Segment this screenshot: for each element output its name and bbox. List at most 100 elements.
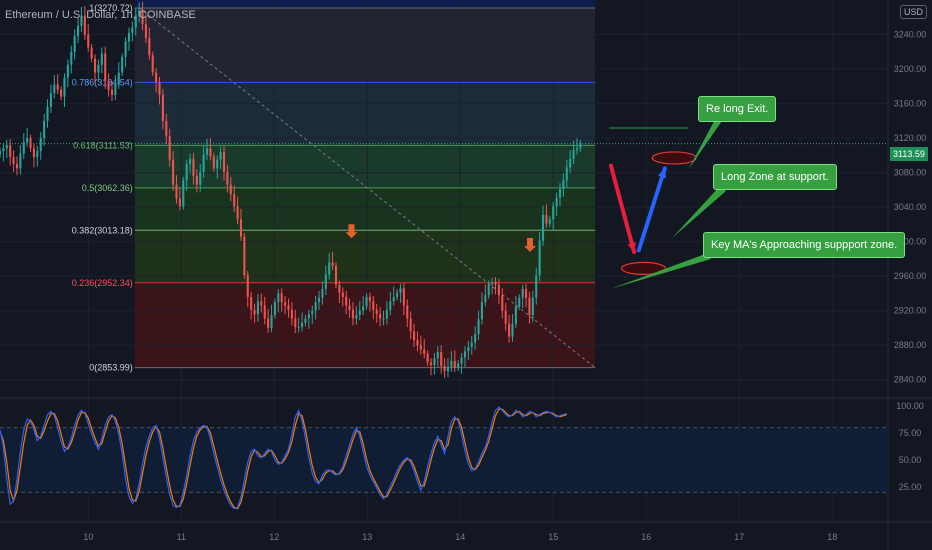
candle-body [565,167,568,181]
candle [267,308,270,334]
candle-body [134,15,137,28]
candle [501,288,504,319]
candle [385,301,388,325]
candle-body [484,295,487,303]
candle-body [355,315,358,319]
candle [178,188,181,211]
candle-body [423,349,426,354]
candle-body [277,293,280,303]
candle [270,304,273,333]
candle-body [83,15,86,35]
candle [463,346,467,367]
candle [579,139,582,152]
candle-body [2,148,5,152]
candle-body [453,360,456,368]
candle [273,298,276,319]
time-tick-label: 17 [734,532,744,542]
candle-body [178,198,181,207]
candle [124,37,127,68]
candle [32,144,35,168]
candle [541,205,545,246]
candle-body [558,189,562,198]
candle [168,128,171,167]
candle-body [219,151,222,160]
candle-body [351,309,355,319]
candle-body [504,310,507,324]
candle [429,358,433,376]
candle-body [124,41,127,57]
candle-body [572,150,575,159]
candle [338,280,341,303]
candle [0,147,2,158]
callout-long-zone[interactable]: Long Zone at support. [713,164,837,190]
callout-re-long-exit[interactable]: Re long Exit. [698,96,777,122]
down-arrow-marker [524,238,537,253]
candle-body [491,282,494,284]
candle-body [233,194,236,207]
candle-body [348,305,351,310]
candle-body [199,171,202,185]
candle [277,289,280,313]
fib-zone [134,82,596,146]
red-arrow-head [627,242,637,253]
candle [66,59,69,88]
down-arrow-marker [345,224,358,239]
candle-body [518,297,521,307]
red-arrow [608,163,637,255]
candle-body [243,236,246,276]
fib-zone [134,282,596,368]
candle-body [477,319,480,334]
candle [253,303,256,323]
candle-body [314,302,317,311]
candle-body [195,176,198,185]
candle [209,138,212,161]
candle [158,76,161,105]
price-tick-label: 3240.00 [894,30,927,40]
candle-body [334,265,338,285]
candle [426,350,429,366]
candle [93,54,97,83]
candle-body [127,32,131,42]
zone-ellipse [620,261,667,276]
candle [53,75,56,99]
candle-body [497,284,500,296]
candle-body [494,282,497,285]
candle-body [399,288,402,293]
candle [389,291,392,316]
fib-level-label: 0.5(3062.36) [82,183,133,193]
candle [280,288,283,312]
candle-body [317,297,321,303]
time-tick-label: 13 [362,532,372,542]
candle [341,287,344,307]
candle-body [440,352,443,366]
candle-body [385,309,388,319]
candle-body [426,353,429,363]
candle-body [575,148,579,151]
candle-body [209,148,212,157]
candle-body [535,275,538,298]
stoch-tick-label: 50.00 [899,455,922,465]
callout-key-ma[interactable]: Key MA's Approaching suppport zone. [703,232,906,258]
candle-body [280,293,283,303]
fib-top-band [134,0,596,9]
candle [5,139,8,158]
candle-body [487,283,490,296]
symbol-title: Ethereum / U.S. Dollar, 1h, COINBASE [5,9,196,21]
price-tick-label: 3160.00 [894,99,927,109]
candle [528,291,531,324]
candle-body [22,142,25,154]
candle-body [294,318,297,328]
candle-body [189,158,192,164]
candle-body [9,144,12,158]
candle [60,86,63,101]
candle [161,88,164,130]
candle [436,346,439,367]
candle-body [151,55,154,73]
candle-body [362,306,365,311]
currency-badge[interactable]: USD [900,5,928,19]
candle [365,293,368,310]
candle [165,113,168,145]
candle-body [301,322,304,328]
candle [9,138,12,166]
